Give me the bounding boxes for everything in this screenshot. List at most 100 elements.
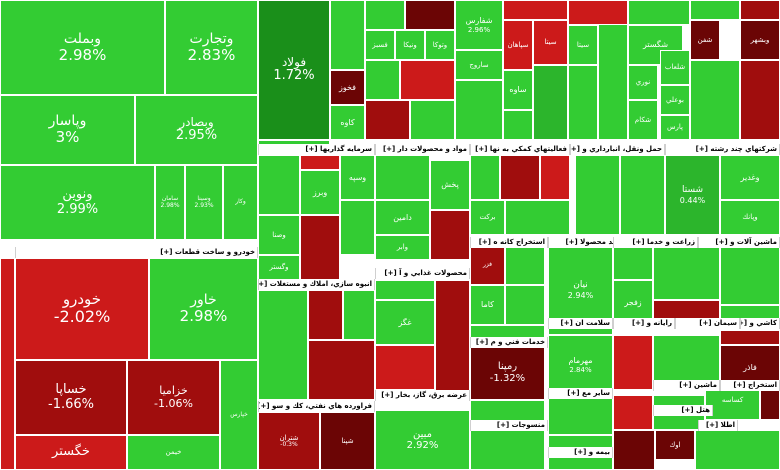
sector-header[interactable]: كاشي و [+] [740,318,780,329]
stock-tile[interactable]: ونيكا [395,30,425,60]
stock-tile-small[interactable] [598,20,628,140]
stock-tile[interactable]: رمپنا -1.32% [470,345,545,400]
stock-tile[interactable]: وبملت 2.98% [0,0,165,95]
stock-tile-small[interactable] [365,100,410,140]
stock-tile-small[interactable] [505,245,545,285]
stock-tile[interactable]: فولاد 1.72% [258,0,330,140]
stock-tile-small[interactable] [568,65,598,140]
stock-tile-small[interactable] [405,0,455,30]
stock-tile-small[interactable] [258,290,308,400]
stock-tile[interactable]: پارس [660,115,690,140]
stock-tile-small[interactable] [365,60,400,100]
stock-tile[interactable]: وابر [375,235,430,260]
stock-tile-small[interactable] [540,155,570,200]
stock-tile[interactable]: وبرز [300,170,340,215]
sector-header[interactable]: محصولات غذايي و آ [+] [375,268,470,279]
stock-tile[interactable]: فزر [470,245,505,285]
stock-tile[interactable]: كاوه [330,105,365,140]
stock-tile-small[interactable] [740,60,780,140]
stock-tile[interactable]: وپاسار 3% [0,95,135,165]
stock-tile-small[interactable] [628,0,690,25]
stock-tile[interactable]: ساوه [503,70,533,110]
sector-header[interactable]: فراورده هاي نفتي، كك و سو [+] [258,401,375,412]
stock-tile[interactable]: نوري [628,65,658,100]
stock-tile[interactable]: وبصادر 2.95% [135,95,258,165]
stock-tile-small[interactable] [308,340,375,400]
sector-header[interactable]: ماشين [+] [653,380,720,391]
sector-header[interactable]: ساير مع [+] [548,388,613,399]
stock-tile[interactable]: وسپه [340,155,375,200]
stock-tile-small[interactable] [653,245,720,300]
stock-tile[interactable]: بركت [470,200,505,235]
stock-tile-small[interactable] [308,290,343,340]
stock-tile-small[interactable] [503,0,568,20]
stock-tile[interactable]: وپانك [720,200,780,235]
stock-tile[interactable]: شتران -0.3% [258,412,320,470]
stock-tile[interactable]: سيتا [568,25,598,65]
stock-tile-small[interactable] [365,0,405,30]
stock-tile-small[interactable] [435,280,470,400]
stock-tile[interactable]: شفارس 2.96% [455,0,503,50]
stock-tile[interactable]: سيتا [533,20,568,65]
stock-tile-small[interactable] [375,155,430,200]
stock-tile-small[interactable] [695,430,780,470]
stock-tile-small[interactable] [620,155,665,235]
sector-header[interactable]: عرضه برق، گاز، بخار [+] [375,390,470,401]
sector-header[interactable]: فعاليتهاي كمكي به نها [+] [470,144,570,155]
sector-header[interactable]: منسوجات [+] [470,420,548,431]
stock-tile-small[interactable] [470,155,500,200]
stock-tile[interactable]: دامين [375,200,430,235]
stock-tile[interactable]: خساپا -1.66% [15,360,127,435]
sector-header[interactable]: بيمه و [+] [548,447,613,458]
sector-header[interactable]: خودرو و ساخت قطعات [+] [15,247,258,258]
stock-tile[interactable]: وتجارت 2.83% [165,0,258,95]
stock-tile[interactable]: وسينا 2.93% [185,165,223,240]
stock-tile[interactable]: بوعلي [660,85,690,115]
sector-header[interactable]: رايانه و [+] [613,318,675,329]
stock-tile[interactable]: سامان 2.98% [155,165,185,240]
stock-tile[interactable]: اوك [655,430,695,460]
sector-header[interactable]: استخراج [+] [720,380,780,391]
stock-tile[interactable]: وتوكا [425,30,455,60]
stock-tile-small[interactable] [505,285,545,325]
stock-tile-small[interactable] [300,215,340,280]
stock-tile[interactable]: شلعاب [660,50,690,85]
stock-tile[interactable]: خپارس [220,360,258,470]
stock-tile-small[interactable] [613,395,653,430]
stock-tile[interactable]: مبين 2.92% [375,410,470,470]
stock-tile-small[interactable] [375,280,435,300]
sector-header[interactable]: زراعت و خدما [+] [613,237,698,248]
stock-tile[interactable]: وكار [223,165,258,240]
stock-tile-small[interactable] [505,200,570,235]
stock-tile-small[interactable] [430,210,470,260]
sector-header[interactable]: هتل [+] [653,405,713,416]
stock-tile-small[interactable] [340,200,375,255]
stock-tile-small[interactable] [470,430,545,470]
stock-tile[interactable]: شكام [628,100,658,140]
sector-header[interactable]: شركتهاي چند رشته [+] [665,144,780,155]
stock-tile-small[interactable] [720,330,780,345]
stock-tile[interactable]: ساروج [455,50,503,80]
stock-tile[interactable]: مهرمام 2.84% [548,335,613,395]
stock-tile[interactable]: خاور 2.98% [149,258,258,360]
stock-tile-small[interactable] [0,258,15,470]
stock-tile[interactable]: ونوين 2.99% [0,165,155,240]
sector-header[interactable]: خدمات فني و م [+] [470,337,548,348]
stock-tile-small[interactable] [690,60,740,140]
stock-tile[interactable]: خيمن [127,435,220,470]
stock-tile[interactable]: كاما [470,285,505,325]
sector-header[interactable]: حمل ونقل، انبارداري و [+] [570,144,665,155]
sector-header[interactable]: سيمان [+] [675,318,740,329]
stock-tile[interactable]: وگستر [258,255,300,280]
sector-header[interactable]: مواد و محصولات دار [+] [375,144,470,155]
stock-tile[interactable]: شفن [690,20,720,60]
stock-tile-small[interactable] [300,155,340,170]
stock-tile-small[interactable] [375,345,435,390]
sector-header[interactable]: سرمايه گذاريها [+] [258,144,375,155]
stock-tile[interactable]: خزاميا -1.06% [127,360,220,435]
stock-tile[interactable]: وبشهر [740,20,780,60]
stock-tile-small[interactable] [568,0,628,25]
stock-tile-small[interactable] [410,100,455,140]
stock-tile-small[interactable] [720,245,780,305]
sector-header[interactable]: انبوه سازي، املاك و مستغلات [+] [258,279,375,290]
